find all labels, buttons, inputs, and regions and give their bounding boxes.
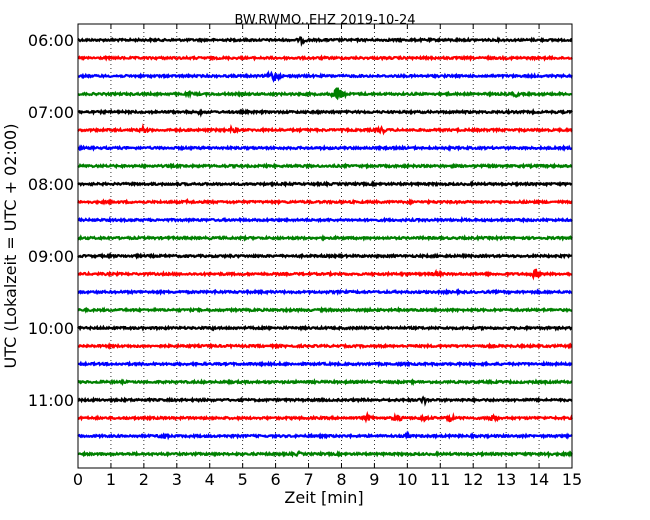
trace-0830 xyxy=(77,216,573,224)
y-tick-label: 08:00 xyxy=(28,175,74,194)
x-tick-label: 6 xyxy=(271,470,281,489)
trace-0630 xyxy=(77,69,573,83)
trace-0700 xyxy=(77,107,573,118)
x-tick-label: 2 xyxy=(139,470,149,489)
trace-0730 xyxy=(77,144,573,152)
trace-1045 xyxy=(77,378,573,387)
x-tick-label: 8 xyxy=(336,470,346,489)
trace-0945 xyxy=(77,306,572,314)
y-tick-label: 06:00 xyxy=(28,31,74,50)
trace-1115 xyxy=(77,410,574,424)
x-tick-label: 12 xyxy=(463,470,483,489)
trace-0800 xyxy=(77,180,573,188)
x-tick-label: 10 xyxy=(397,470,417,489)
y-tick-label: 07:00 xyxy=(28,103,74,122)
chart-title: BW.RWMO..EHZ 2019-10-24 xyxy=(234,13,415,28)
x-tick-label: 13 xyxy=(496,470,516,489)
x-tick-label: 15 xyxy=(562,470,582,489)
trace-1015 xyxy=(77,342,573,351)
y-axis-ticks: 06:00 07:00 08:00 09:00 10:00 11:00 xyxy=(28,31,572,410)
x-tick-label: 4 xyxy=(205,470,215,489)
trace-0915 xyxy=(77,268,573,281)
y-axis-label: UTC (Lokalzeit = UTC + 02:00) xyxy=(1,124,20,369)
trace-1145 xyxy=(77,450,573,459)
seismic-traces xyxy=(77,36,574,459)
y-tick-label: 09:00 xyxy=(28,247,74,266)
trace-1000 xyxy=(77,324,573,332)
x-tick-label: 1 xyxy=(106,470,116,489)
x-tick-label: 5 xyxy=(238,470,248,489)
trace-0600 xyxy=(77,36,573,47)
x-tick-label: 3 xyxy=(172,470,182,489)
trace-0745 xyxy=(77,162,573,170)
x-tick-label: 9 xyxy=(369,470,379,489)
trace-1130 xyxy=(77,430,573,441)
trace-0645 xyxy=(77,87,572,101)
x-tick-label: 14 xyxy=(529,470,549,489)
x-tick-label: 11 xyxy=(430,470,450,489)
trace-0930 xyxy=(77,288,573,297)
plot-frame xyxy=(77,23,573,469)
x-axis-label: Zeit [min] xyxy=(284,488,363,507)
trace-0900 xyxy=(77,252,573,260)
x-tick-label: 0 xyxy=(73,470,83,489)
trace-0715 xyxy=(77,123,573,136)
x-axis-ticks: 0 1 2 3 4 5 6 7 8 9 10 11 12 13 14 15 xyxy=(73,24,582,489)
trace-1030 xyxy=(77,360,573,368)
x-tick-label: 7 xyxy=(303,470,313,489)
trace-0815 xyxy=(77,197,573,206)
trace-0615 xyxy=(77,54,573,62)
trace-1100 xyxy=(77,395,573,407)
y-tick-label: 10:00 xyxy=(28,319,74,338)
trace-0845 xyxy=(77,234,573,242)
y-tick-label: 11:00 xyxy=(28,391,74,410)
